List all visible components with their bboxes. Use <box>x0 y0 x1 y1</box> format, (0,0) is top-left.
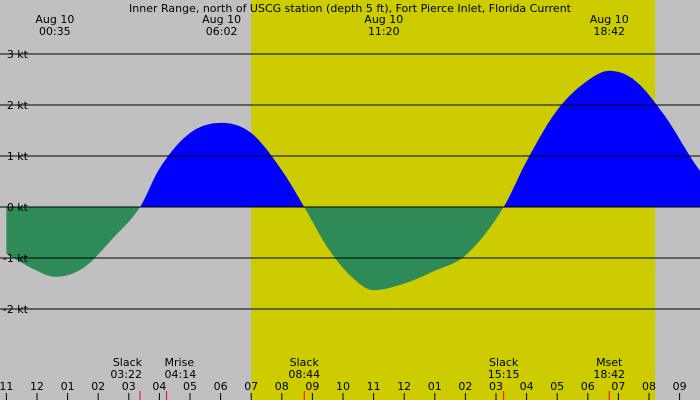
gridlines <box>0 53 700 310</box>
bottom-event-time: 08:44 <box>288 368 320 381</box>
hour-tick-label: 06 <box>214 380 228 393</box>
hour-tick-label: 03 <box>122 380 136 393</box>
ebb-area-2 <box>304 207 504 291</box>
top-event-date: Aug 10 <box>364 13 403 26</box>
hour-tick-label: 06 <box>581 380 595 393</box>
y-axis-labels: -2 kt -1 kt 0 kt 1 kt 2 kt 3 kt <box>3 48 29 316</box>
y-tick-label: 2 kt <box>7 99 29 112</box>
hour-tick-label: 09 <box>673 380 687 393</box>
ebb-area-0 <box>6 207 141 277</box>
event-markers <box>139 391 610 400</box>
y-tick-label: -2 kt <box>3 303 29 316</box>
hour-tick-label: 12 <box>30 380 44 393</box>
y-tick-label: 0 kt <box>7 201 29 214</box>
bottom-event-time: 03:22 <box>110 368 142 381</box>
bottom-event-time: 18:42 <box>593 368 625 381</box>
hour-tick-label: 04 <box>520 380 534 393</box>
top-event-date: Aug 10 <box>202 13 241 26</box>
y-tick-label: 1 kt <box>7 150 29 163</box>
bottom-event-time: 15:15 <box>488 368 520 381</box>
hour-tick-label: 07 <box>611 380 625 393</box>
hour-tick-label: 05 <box>183 380 197 393</box>
bottom-event-label: Slack <box>489 356 519 369</box>
top-event-time: 11:20 <box>368 25 400 38</box>
chart-title: Inner Range, north of USCG station (dept… <box>129 2 572 15</box>
hour-tick-label: 08 <box>642 380 656 393</box>
hour-tick-label: 11 <box>367 380 381 393</box>
y-tick-label: 3 kt <box>7 48 29 61</box>
bottom-event-label: Slack <box>113 356 143 369</box>
hour-tick-label: 12 <box>397 380 411 393</box>
hour-tick-label: 11 <box>0 380 13 393</box>
hour-tick-label: 07 <box>244 380 258 393</box>
bottom-event-time: 04:14 <box>165 368 197 381</box>
bottom-event-label: Mset <box>596 356 623 369</box>
y-tick-label: -1 kt <box>3 252 29 265</box>
bottom-event-label: Slack <box>290 356 320 369</box>
top-event-date: Aug 10 <box>590 13 629 26</box>
hour-tick-label: 10 <box>336 380 350 393</box>
hour-tick-label: 05 <box>550 380 564 393</box>
flood-area-1 <box>140 122 305 207</box>
hour-tick-label: 01 <box>428 380 442 393</box>
hour-tick-label: 02 <box>91 380 105 393</box>
x-axis-hour-ticks: 11 12 01 02 03 04 05 06 07 08 09 10 11 12 01 02 03 04 05 06… <box>0 380 687 400</box>
hour-tick-label: 08 <box>275 380 289 393</box>
bottom-event-label: Mrise <box>165 356 195 369</box>
bottom-event-labels: Slack03:22Mrise04:14Slack08:44Slack15:15… <box>110 356 625 381</box>
hour-tick-label: 01 <box>61 380 75 393</box>
top-event-time: 18:42 <box>593 25 625 38</box>
hour-tick-label: 03 <box>489 380 503 393</box>
top-event-time: 06:02 <box>206 25 238 38</box>
top-event-date: Aug 10 <box>35 13 74 26</box>
hour-tick-label: 09 <box>305 380 319 393</box>
hour-tick-label: 04 <box>152 380 166 393</box>
top-event-time: 00:35 <box>39 25 71 38</box>
hour-tick-label: 02 <box>458 380 472 393</box>
